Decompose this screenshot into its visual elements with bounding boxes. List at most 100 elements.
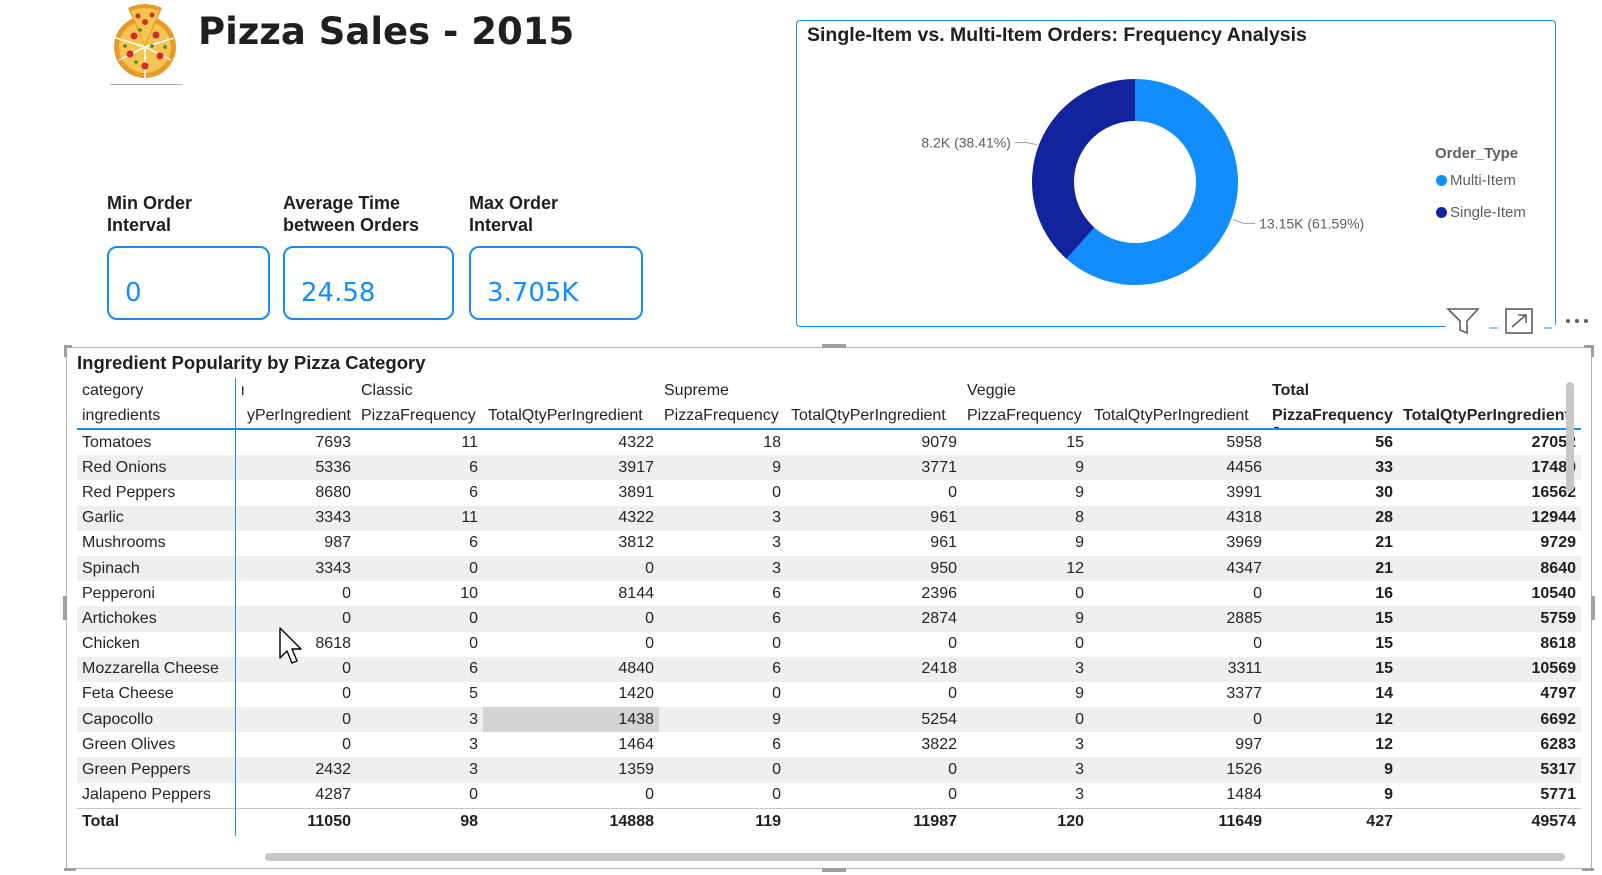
table-cell: 0	[483, 606, 659, 632]
column-header[interactable]: PizzaFrequency	[659, 403, 786, 430]
resize-handle[interactable]	[64, 868, 76, 871]
table-row[interactable]: Garlic 3343 11 4322 3 961 8 4318 28 12944	[77, 505, 1581, 531]
kpi-min-order-card[interactable]: 0	[107, 246, 270, 320]
table-cell: 3	[659, 505, 786, 531]
column-header[interactable]: PizzaFrequency ▼	[1267, 403, 1398, 430]
column-group-header	[786, 378, 962, 403]
legend-item-multi-item[interactable]: Multi-Item	[1436, 172, 1516, 189]
table-row[interactable]: Mozzarella Cheese 0 6 4840 6 2418 3 3311 15 10569	[77, 656, 1581, 682]
table-visual-frame[interactable]	[63, 344, 1595, 872]
row-label: Jalapeno Peppers	[77, 782, 236, 809]
table-cell: 3343	[235, 555, 356, 582]
table-cell: 1526	[1089, 757, 1267, 783]
resize-handle[interactable]	[63, 596, 67, 620]
column-header[interactable]: TotalQtyPerIngredient	[1398, 403, 1581, 430]
table-row[interactable]: Mushrooms 987 6 3812 3 961 9 3969 21 9729	[77, 530, 1581, 556]
table-cell: 3991	[1226, 483, 1262, 501]
total-cell: 427	[1267, 807, 1398, 836]
column-header[interactable]: TotalQtyPerIngredient	[1089, 403, 1267, 430]
column-header-row: ingredients yPerIngredient PizzaFrequency…	[77, 403, 1581, 430]
row-label: Capocollo	[77, 707, 236, 733]
table-cell: 15	[1267, 656, 1398, 682]
table-cell: 5958	[1226, 433, 1262, 451]
table-cell: 6	[659, 606, 786, 632]
table-cell: 11	[356, 505, 483, 531]
table-row[interactable]: Spinach 3343 0 0 3 950 12 4347 21 8640	[77, 555, 1581, 582]
table-cell: 0	[1253, 635, 1262, 653]
table-row[interactable]: Tomatoes 7693 11 4322 18 9079 15 5958 56 27052	[77, 429, 1581, 456]
table-row[interactable]: Pepperoni 0 10 8144 6 2396 0 0 16 10540	[77, 581, 1581, 607]
resize-handle[interactable]	[822, 868, 846, 872]
more-options-icon[interactable]	[1566, 319, 1588, 323]
column-header[interactable]: TotalQtyPerIngredient	[483, 403, 659, 430]
table-row[interactable]: Jalapeno Peppers 4287 0 0 0 0 3 1484 9 5771	[77, 782, 1581, 809]
table-cell: 6	[772, 584, 781, 602]
table-cell: 28	[1267, 505, 1398, 531]
table-cell: 2418	[786, 656, 962, 682]
mouse-cursor-icon	[279, 627, 302, 664]
table-cell: 0	[1253, 584, 1262, 602]
table-row[interactable]: Artichokes 0 0 0 6 2874 9 2885 15 5759	[77, 606, 1581, 632]
table-cell: 3	[962, 757, 1089, 783]
donut-slice-multi-item[interactable]	[1066, 79, 1238, 285]
table-cell: 4318	[1089, 505, 1267, 531]
table-cell: 9	[1267, 757, 1398, 783]
donut-slice-single-item[interactable]	[1032, 79, 1135, 259]
table-cell: 0	[772, 685, 781, 703]
donut-chart[interactable]: 13.15K (61.59%) 8.2K (38.41%)	[796, 20, 1556, 327]
kpi-label-line: Interval	[469, 215, 534, 235]
focus-mode-icon[interactable]	[1505, 308, 1533, 334]
table-cell: 0	[786, 757, 962, 783]
table-row[interactable]: Red Onions 5336 6 3917 9 3771 9 4456 33 17480	[77, 455, 1581, 481]
table-cell: 0	[356, 606, 483, 632]
legend-dot	[1436, 175, 1447, 186]
column-header[interactable]: TotalQtyPerIngredient	[786, 403, 962, 430]
column-header[interactable]: PizzaFrequency	[356, 403, 483, 430]
row-label: Green Olives	[77, 732, 236, 758]
table-row[interactable]: Green Peppers 2432 3 1359 0 0 3 1526 9 5317	[77, 757, 1581, 783]
table-row[interactable]: Capocollo 0 3 1438 9 5254 0 0 12 6692	[77, 707, 1581, 733]
table-row[interactable]: Green Olives 0 3 1464 6 3822 3 997 12 6283	[77, 732, 1581, 758]
table-cell: 3	[1075, 786, 1084, 804]
table-cell: 0	[948, 635, 957, 653]
kpi-label-line: Max Order	[469, 193, 559, 213]
sort-descending-icon[interactable]: ▼	[1272, 424, 1281, 429]
table-cell: 3	[356, 707, 483, 733]
resize-handle[interactable]	[64, 345, 72, 348]
legend-item-single-item[interactable]: Single-Item	[1436, 204, 1526, 221]
table-row[interactable]: Chicken 8618 0 0 0 0 0 0 15 8618	[77, 631, 1581, 657]
table-cell: 8144	[618, 584, 654, 602]
kpi-max-order-card[interactable]: 3.705K	[469, 246, 643, 320]
table-row[interactable]: Red Peppers 8680 6 3891 0 0 9 3991 30 16562	[77, 480, 1581, 506]
resize-handle[interactable]	[1584, 345, 1594, 348]
table-cell: 1438	[483, 707, 659, 733]
table-row[interactable]: Feta Cheese 0 5 1420 0 0 9 3377 14 4797	[77, 681, 1581, 708]
matrix-table[interactable]: category ı Classic Supreme Veggie Total ingr…	[77, 378, 1581, 850]
column-group-header: Veggie	[967, 381, 1016, 399]
total-cell: 119	[659, 807, 786, 836]
table-cell: 9079	[921, 433, 957, 451]
donut-chart-title: Single-Item vs. Multi-Item Orders: Frequ…	[807, 24, 1307, 46]
table-cell: 3	[659, 555, 786, 582]
table-cell: 0	[772, 786, 781, 804]
resize-handle[interactable]	[64, 345, 67, 357]
table-cell: 16	[1375, 584, 1393, 602]
table-cell: 0	[235, 606, 356, 632]
kpi-avg-time-card[interactable]: 24.58	[283, 246, 454, 320]
table-cell: 0	[1075, 635, 1084, 653]
filter-icon[interactable]	[1446, 308, 1480, 335]
resize-handle[interactable]	[822, 344, 846, 348]
resize-handle[interactable]	[1591, 596, 1595, 620]
table-cell: 1484	[1226, 786, 1262, 804]
resize-handle[interactable]	[1591, 345, 1594, 357]
legend-label: Single-Item	[1450, 204, 1526, 221]
vertical-scrollbar[interactable]	[1566, 382, 1574, 492]
table-cell: 4456	[1089, 455, 1267, 481]
horizontal-scrollbar[interactable]	[265, 853, 1565, 861]
column-header[interactable]: PizzaFrequency	[962, 403, 1089, 430]
legend-title: Order_Type	[1435, 145, 1519, 162]
row-label: Chicken	[77, 631, 236, 657]
column-header[interactable]: yPerIngredient	[235, 403, 356, 430]
resize-handle[interactable]	[1582, 868, 1594, 871]
table-cell: 2885	[1089, 606, 1267, 632]
